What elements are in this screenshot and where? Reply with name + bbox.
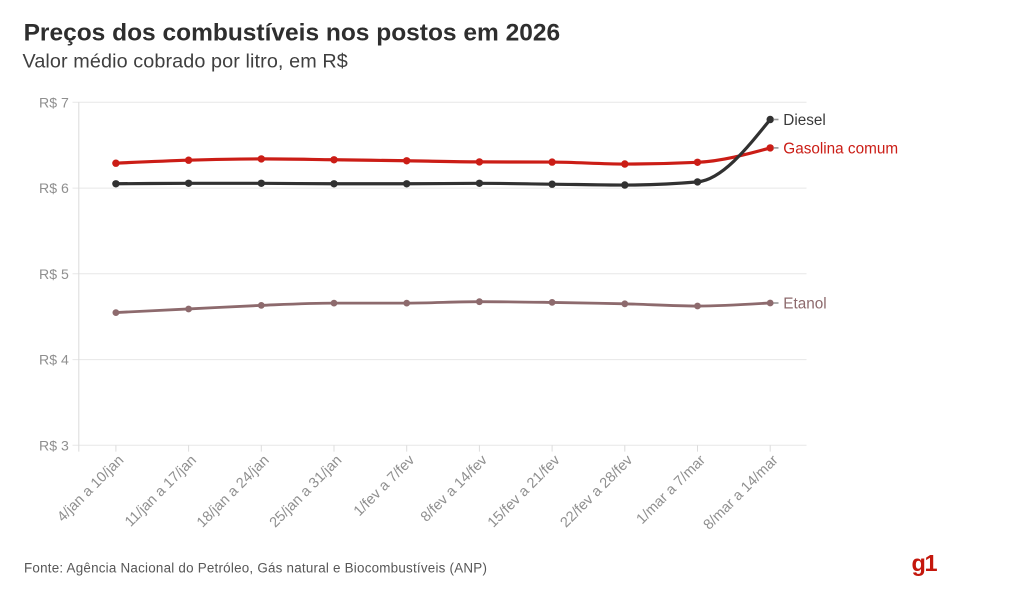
svg-text:g1: g1 [912, 550, 938, 576]
svg-text:R$ 3: R$ 3 [39, 437, 69, 453]
svg-text:R$ 4: R$ 4 [39, 352, 69, 368]
svg-text:Preços dos combustíveis nos po: Preços dos combustíveis nos postos em 20… [24, 19, 560, 46]
svg-text:Diesel: Diesel [783, 112, 826, 129]
svg-text:Valor médio cobrado por litro,: Valor médio cobrado por litro, em R$ [23, 51, 348, 73]
svg-text:R$ 6: R$ 6 [39, 180, 69, 196]
svg-text:Etanol: Etanol [783, 295, 826, 312]
svg-text:Gasolina comum: Gasolina comum [783, 140, 898, 157]
svg-text:R$ 7: R$ 7 [39, 94, 69, 110]
svg-text:R$ 5: R$ 5 [39, 266, 69, 282]
svg-text:Fonte: Agência Nacional do Pet: Fonte: Agência Nacional do Petróleo, Gás… [24, 560, 487, 575]
